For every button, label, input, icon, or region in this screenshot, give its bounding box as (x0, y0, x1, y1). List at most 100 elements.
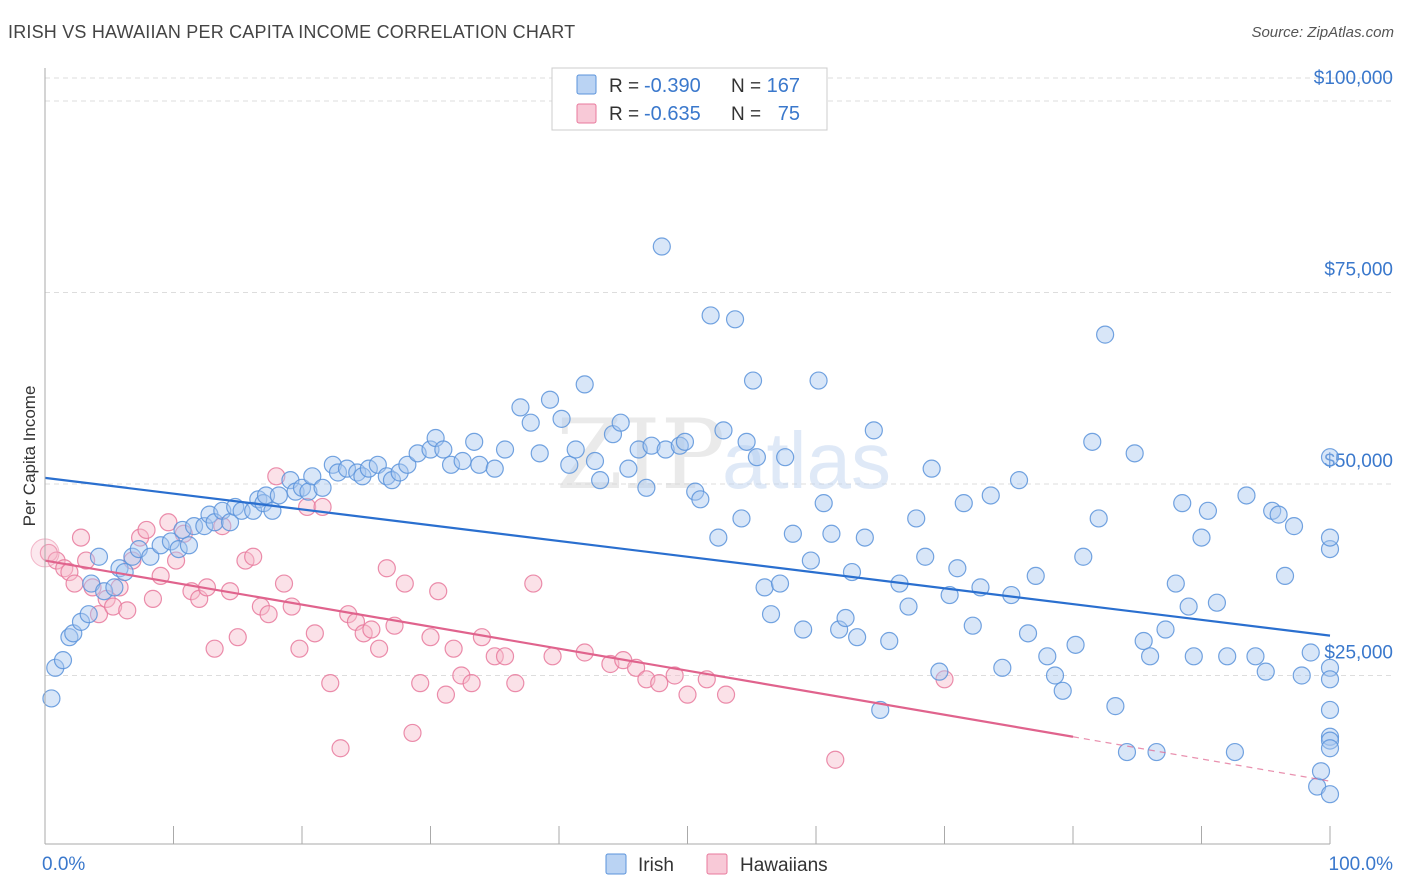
y-tick-label: $25,000 (1324, 642, 1393, 663)
watermark-zip: ZIP (556, 399, 725, 511)
irish-point (585, 451, 605, 471)
x-tick-label-max: 100.0% (1329, 854, 1394, 875)
irish-point (1026, 566, 1045, 586)
irish-point (732, 509, 751, 528)
hawaiian-point (321, 674, 340, 693)
irish-point (1089, 509, 1108, 528)
irish-point (1045, 666, 1065, 685)
hawaiian-point (665, 666, 684, 685)
hawaiian-point (395, 574, 414, 593)
irish-point (1275, 566, 1295, 586)
hawaiian-point (166, 551, 186, 570)
irish-point (1156, 620, 1175, 639)
series-legend: Irish Hawaiians (605, 853, 828, 876)
irish-point (1009, 471, 1029, 490)
irish-point (46, 658, 65, 677)
irish-point (701, 306, 720, 325)
irish-point (993, 658, 1012, 677)
irish-point (770, 574, 790, 593)
irish-point (1038, 647, 1057, 666)
irish-point (1125, 444, 1144, 463)
irish-point (776, 448, 795, 467)
irish-point (540, 390, 560, 409)
hawaiian-point (650, 674, 669, 693)
hawaiian-point (244, 547, 263, 566)
irish-point (179, 536, 199, 555)
legend-n-value-irish: 167 (767, 75, 800, 97)
hawaiian-point (506, 674, 525, 693)
grid-layer: $25,000 $50,000 $75,000 $100,000 (45, 68, 1395, 676)
irish-point (53, 651, 73, 670)
irish-point (470, 455, 489, 474)
irish-point (151, 536, 170, 555)
irish-point (822, 524, 841, 543)
irish-point (1320, 528, 1340, 547)
irish-point (1096, 325, 1115, 344)
irish-point (1173, 494, 1192, 513)
irish-trend-line (44, 476, 1331, 637)
irish-point (755, 578, 774, 597)
irish-point (809, 371, 828, 390)
trend-layer (44, 476, 1331, 782)
points-layer (30, 237, 1340, 804)
irish-point (1284, 517, 1304, 536)
irish-point (313, 478, 332, 497)
hawaiian-point (452, 666, 471, 685)
irish-point (1207, 593, 1227, 612)
irish-point (1134, 631, 1153, 651)
irish-point (453, 451, 472, 471)
irish-point (1320, 731, 1340, 750)
legend-r-value-hawaiians: -0.635 (644, 103, 701, 125)
y-axis-title: Per Capita Income (20, 386, 39, 527)
irish-point (848, 628, 867, 647)
irish-point (1320, 670, 1340, 689)
hawaiian-point (118, 601, 137, 620)
irish-point (434, 440, 453, 459)
irish-point (830, 620, 849, 639)
bottom-legend-swatch-hawaiians (706, 853, 728, 875)
irish-point (1018, 624, 1038, 643)
hawaiian-point (282, 597, 301, 616)
irish-point (169, 539, 188, 559)
irish-point (1256, 662, 1275, 681)
bottom-legend-swatch-irish (605, 853, 627, 875)
irish-point (1320, 739, 1340, 758)
hawaiian-point (421, 628, 440, 647)
irish-point (1179, 597, 1198, 616)
axis-layer: 0.0% 100.0% (42, 68, 1393, 875)
irish-point (1301, 643, 1320, 662)
hawaiian-point (60, 562, 79, 582)
irish-point (637, 478, 656, 497)
irish-point (566, 440, 585, 459)
watermark: ZIP atlas (556, 399, 891, 511)
hawaiian-point (485, 647, 504, 666)
irish-point (656, 440, 675, 459)
hawaiian-point (305, 624, 324, 643)
hawaiian-point (89, 605, 109, 624)
irish-point (864, 421, 883, 440)
irish-point (1117, 742, 1137, 762)
irish-point (1053, 681, 1072, 700)
irish-point (1166, 574, 1185, 593)
hawaiian-trend-line (44, 559, 1074, 738)
irish-point (611, 413, 630, 432)
irish-point (1225, 742, 1245, 762)
irish-point (836, 608, 855, 628)
irish-point (115, 562, 134, 582)
irish-point (161, 532, 181, 551)
hawaiian-point (71, 528, 91, 547)
irish-point (1106, 697, 1125, 716)
legend-n-label-hawaiians: N = (731, 104, 761, 125)
irish-point (691, 490, 710, 509)
irish-point (907, 509, 926, 528)
irish-point (184, 517, 204, 536)
irish-point (575, 375, 594, 394)
y-tick-label: $100,000 (1314, 68, 1393, 89)
irish-point (1246, 647, 1265, 666)
irish-point (71, 612, 91, 631)
irish-point (530, 444, 549, 463)
irish-point (930, 662, 949, 681)
hawaiian-point (826, 750, 845, 769)
irish-point (714, 421, 733, 440)
irish-point (652, 237, 671, 256)
